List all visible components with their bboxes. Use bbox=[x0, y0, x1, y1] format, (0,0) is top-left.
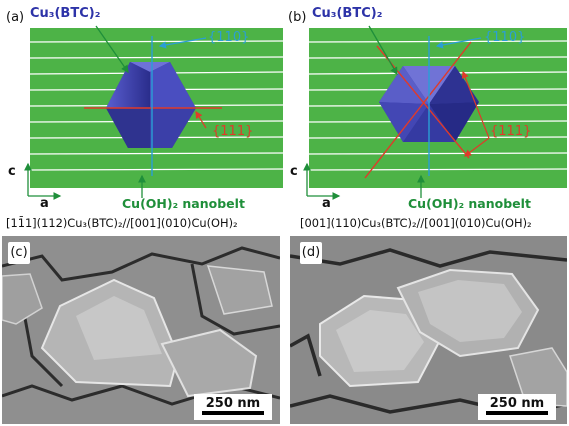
crystal-a bbox=[106, 62, 196, 148]
panel-b-schematic bbox=[303, 25, 568, 200]
facet-110-label-a: {110} bbox=[208, 30, 250, 45]
sem-image-c bbox=[2, 236, 280, 424]
axis-c-label-b: c bbox=[290, 164, 298, 179]
axis-c-label-a: c bbox=[8, 164, 16, 179]
panel-d-label: (d) bbox=[300, 242, 322, 264]
axis-a-label-a: a bbox=[40, 196, 49, 211]
facet-110-label-b: {110} bbox=[484, 30, 526, 45]
scale-bar-d-text: 250 nm bbox=[489, 396, 545, 411]
crystal-label-b: Cu₃(BTC)₂ bbox=[312, 6, 383, 21]
nanobelt-label-b: Cu(OH)₂ nanobelt bbox=[408, 196, 531, 211]
caption-a: [11̄1](112)Cu₃(BTC)₂//[001](010)Cu(OH)₂ bbox=[6, 216, 238, 230]
panel-c-label: (c) bbox=[8, 242, 30, 264]
caption-b: [001](110)Cu₃(BTC)₂//[001](010)Cu(OH)₂ bbox=[300, 216, 532, 230]
sem-image-d bbox=[290, 236, 567, 424]
scale-bar-c-text: 250 nm bbox=[205, 396, 261, 411]
facet-111-label-b: {111} bbox=[490, 124, 532, 139]
facet-111-label-a: {111} bbox=[212, 124, 254, 139]
panel-b-label: (b) bbox=[288, 10, 307, 25]
scale-bar-c-line bbox=[202, 411, 264, 415]
crystal-label-a: Cu₃(BTC)₂ bbox=[30, 6, 101, 21]
scale-bar-d-line bbox=[486, 411, 548, 415]
nanobelt-label-a: Cu(OH)₂ nanobelt bbox=[122, 196, 245, 211]
scale-bar-c: 250 nm bbox=[194, 394, 272, 420]
scale-bar-d: 250 nm bbox=[478, 394, 556, 420]
panel-a-label: (a) bbox=[6, 10, 25, 25]
panel-a-schematic bbox=[24, 25, 284, 200]
axis-a-label-b: a bbox=[322, 196, 331, 211]
